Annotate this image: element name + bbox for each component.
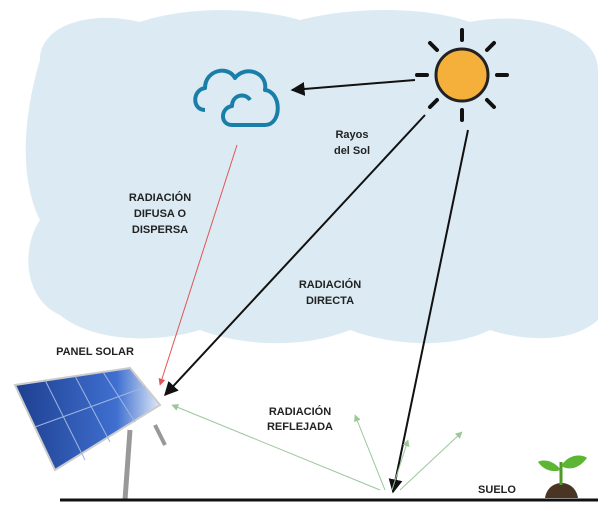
solar-panel <box>15 368 165 500</box>
diagram: Rayos del Sol RADIACIÓN DIFUSA O DISPERS… <box>0 0 598 506</box>
label: DIRECTA <box>306 295 354 307</box>
label: RADIACIÓN <box>299 278 361 291</box>
cloud-background <box>26 10 598 343</box>
label: PANEL SOLAR <box>56 346 134 358</box>
label: RADIACIÓN <box>269 405 331 418</box>
label: SUELO <box>478 484 516 496</box>
plant <box>538 455 587 498</box>
label: RADIACIÓN <box>129 191 191 204</box>
label: REFLEJADA <box>267 421 333 433</box>
label: DISPERSA <box>132 224 188 236</box>
page: {"labels": { "rayos": ["Rayos", "del Sol… <box>0 0 598 506</box>
label: Rayos <box>335 129 368 141</box>
label: DIFUSA O <box>134 208 187 220</box>
label: del Sol <box>334 145 370 157</box>
